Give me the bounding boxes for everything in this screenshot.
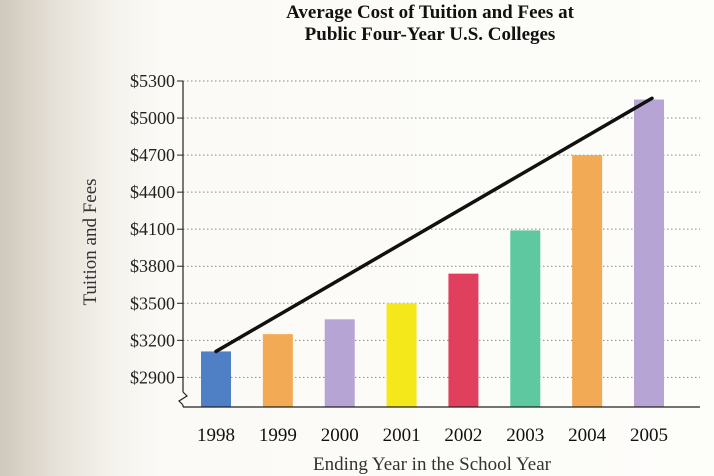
x-tick-label-1998: 1998 [197, 425, 235, 446]
chart-title: Average Cost of Tuition and Fees at Publ… [220, 2, 640, 46]
y-tick-label: $2900 [130, 367, 175, 387]
y-tick-label: $3500 [130, 293, 175, 313]
bar-2004 [572, 155, 603, 407]
bar-2003 [510, 230, 541, 407]
bar-2001 [386, 303, 417, 407]
y-tick-label: $4400 [130, 182, 175, 202]
x-axis-label: Ending Year in the School Year [313, 454, 552, 475]
bar-2000 [324, 319, 355, 407]
y-tick-label: $4700 [130, 145, 175, 165]
y-tick-label: $3800 [130, 256, 175, 276]
x-tick-label-2005: 2005 [630, 425, 668, 446]
y-tick-label: $3200 [130, 330, 175, 350]
y-tick-label: $5000 [130, 108, 175, 128]
axis-break-symbol [178, 391, 188, 406]
axes [178, 81, 700, 408]
trend-line-group [214, 96, 654, 354]
chart-title-line-1: Average Cost of Tuition and Fees at [286, 2, 574, 23]
x-tick-label-2003: 2003 [506, 425, 544, 446]
y-tick-labels: $2900 $3200 $3500 $3800 $4100 $4400 $4700 $5000… [130, 71, 183, 387]
x-tick-label-2002: 2002 [444, 425, 482, 446]
x-tick-label-1999: 1999 [259, 425, 297, 446]
x-tick-label-2000: 2000 [321, 425, 359, 446]
bar-2005 [634, 99, 664, 407]
chart-title-line-2: Public Four-Year U.S. Colleges [304, 24, 556, 45]
x-tick-labels: 1998 1999 2000 2001 2002 2003 2004 2005 [197, 425, 668, 446]
x-tick-label-2001: 2001 [383, 425, 421, 446]
trend-line [214, 96, 654, 354]
x-tick-label-2004: 2004 [568, 425, 607, 446]
bar-1998 [201, 351, 231, 407]
bars [201, 99, 664, 407]
y-tick-label: $4100 [130, 219, 175, 239]
y-axis-label: Tuition and Fees [80, 178, 101, 305]
gridlines [183, 80, 700, 378]
bar-2002 [448, 273, 479, 407]
bar-1999 [262, 334, 293, 407]
y-tick-label: $5300 [130, 71, 175, 91]
